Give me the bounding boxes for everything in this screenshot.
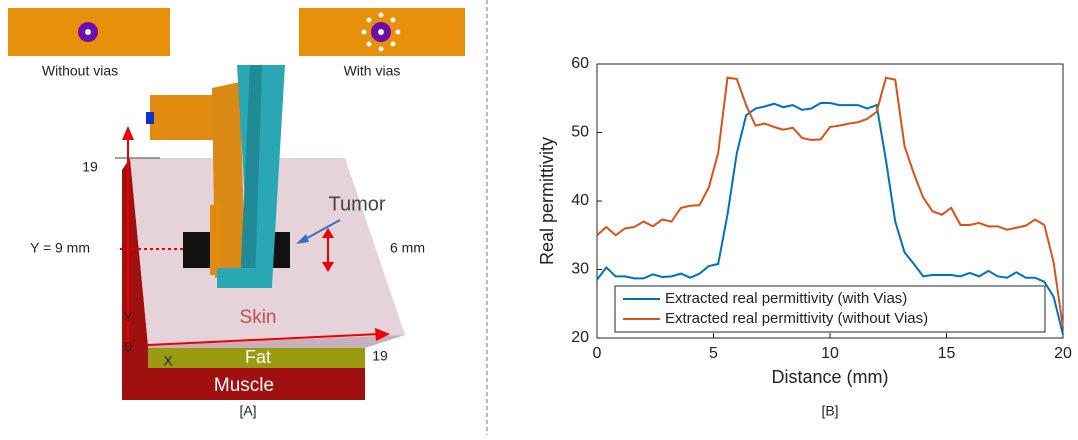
- y-axis-title: Real permittivity: [537, 137, 557, 265]
- fat-layer: [148, 348, 365, 368]
- origin-label: 0: [124, 339, 132, 355]
- legend-box: [614, 285, 1046, 333]
- skin-label: Skin: [240, 307, 277, 328]
- vias: [361, 12, 401, 52]
- x-axis-title: Distance (mm): [771, 367, 888, 387]
- probe-arm-side: [240, 65, 262, 285]
- legend-label: Extracted real permittivity (with Vias): [665, 290, 907, 307]
- x-axis-label: X: [163, 353, 173, 369]
- via-hole: [85, 29, 91, 35]
- x-tick-label: 10: [821, 345, 839, 362]
- y-tick-label: 60: [571, 55, 589, 72]
- series-line: [596, 76, 1064, 328]
- panel-a: Without vias With vias 19 Tumor Y = 9 mm…: [8, 8, 465, 419]
- y-tick-label: 30: [571, 261, 589, 278]
- y-tick-label: 50: [571, 124, 589, 141]
- skin-edge: [148, 335, 405, 348]
- probe-foot: [210, 205, 222, 275]
- connector: [150, 95, 215, 140]
- x-end-label: 19: [372, 348, 388, 364]
- x-axis-arrow: [147, 333, 381, 346]
- arrowhead: [122, 126, 134, 140]
- muscle-label: Muscle: [214, 375, 274, 396]
- arrowhead: [322, 228, 334, 238]
- y-tick-label: 40: [571, 192, 589, 209]
- muscle-layer: [148, 368, 365, 400]
- y-position-label: Y = 9 mm: [30, 240, 90, 256]
- series-line: [596, 102, 1064, 335]
- y-axis-label: Y: [123, 309, 133, 325]
- arrowhead: [375, 328, 390, 341]
- panel-label: [B]: [821, 403, 838, 419]
- x-tick-label: 15: [938, 345, 956, 362]
- x-tick-label: 0: [593, 345, 602, 362]
- arrowhead: [296, 234, 309, 244]
- label-with-vias: With vias: [344, 63, 401, 79]
- arrowhead: [322, 262, 334, 272]
- port: [146, 112, 154, 124]
- tumor-label: Tumor: [328, 193, 385, 215]
- tumor-size-label: 6 mm: [390, 240, 425, 256]
- label-without-vias: Without vias: [42, 63, 118, 79]
- via-hole: [378, 29, 384, 35]
- x-tick-label: 5: [709, 345, 718, 362]
- fat-label: Fat: [245, 347, 271, 367]
- panel-label: [A]: [239, 403, 256, 419]
- y-tick-label: 20: [571, 329, 589, 346]
- legend-label: Extracted real permittivity (without Via…: [665, 310, 928, 327]
- probe-tip: [217, 268, 272, 288]
- x-tick-label: 20: [1054, 345, 1072, 362]
- y-top-label: 19: [82, 159, 98, 175]
